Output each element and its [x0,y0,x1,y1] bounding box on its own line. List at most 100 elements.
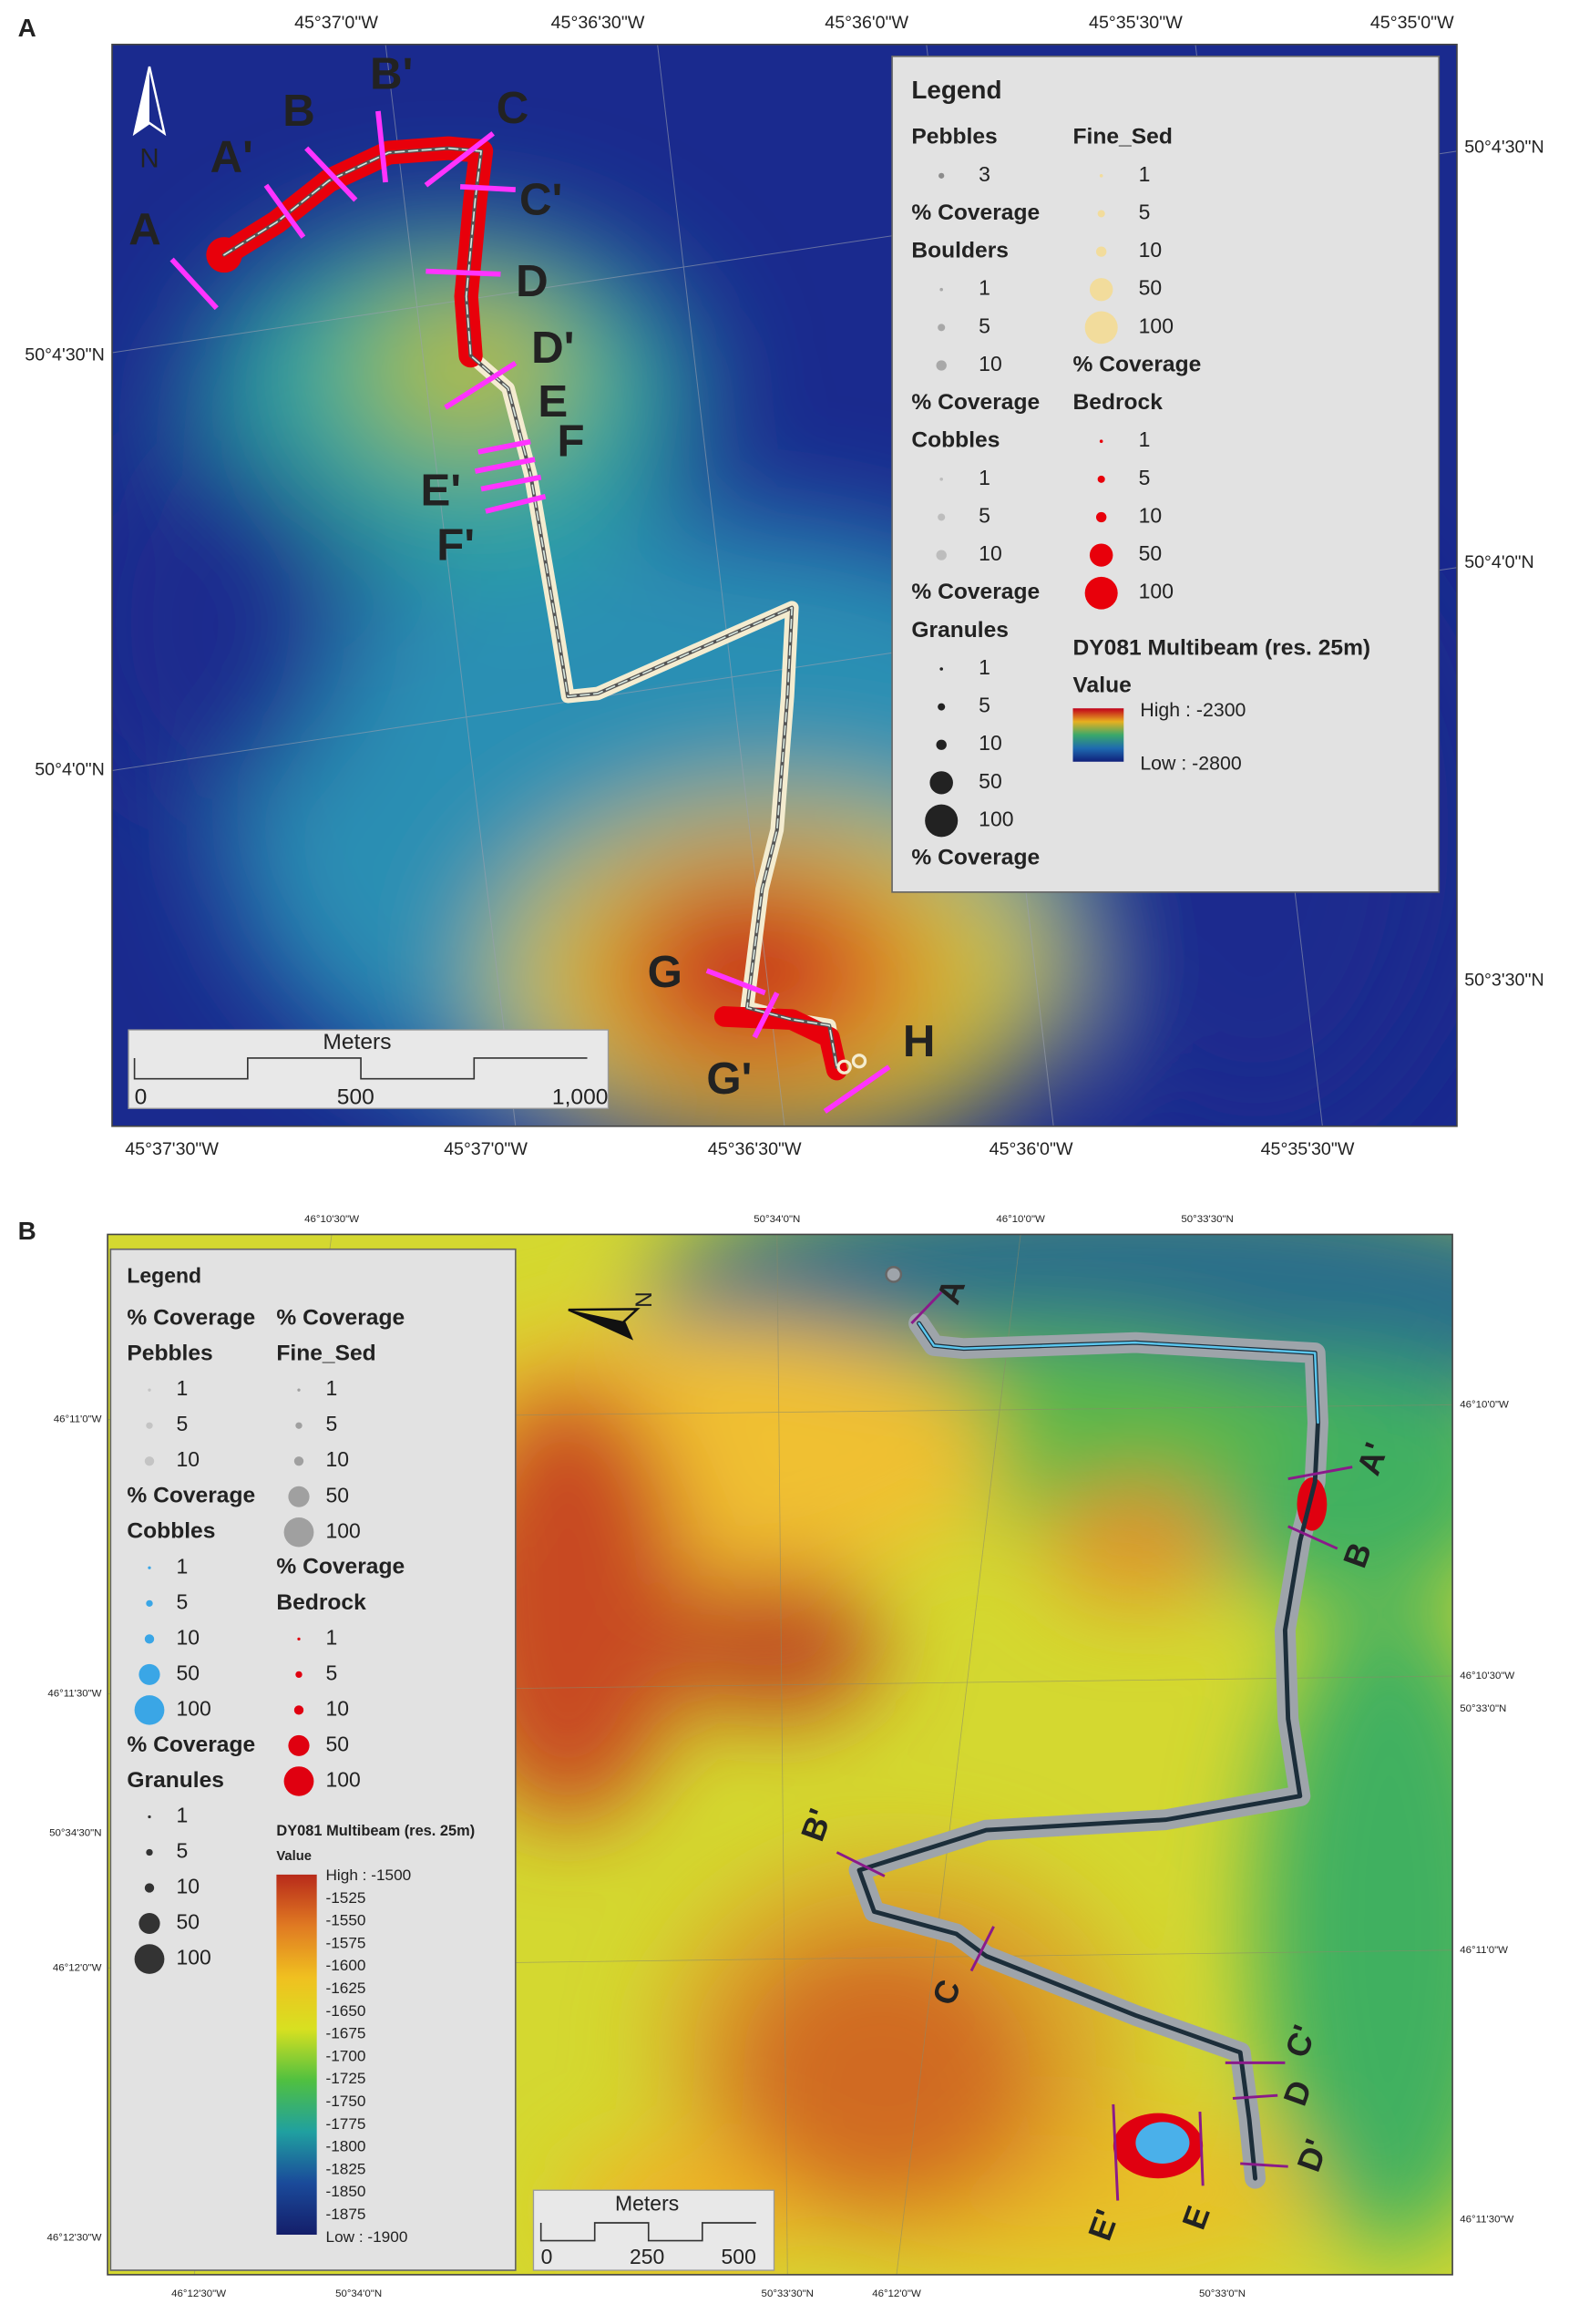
transect-line [1112,2103,1120,2201]
coordinate-label: 50°33'0"N [1460,1703,1506,1714]
transect-label: E [538,377,568,427]
transect-line [823,1064,891,1114]
scale-bar-label: 1,000 [552,1085,609,1109]
legend-symbol [295,1671,303,1679]
coordinate-label: 46°10'30"W [1460,1671,1514,1681]
sample-point [851,1054,867,1069]
legend-item-label: 5 [979,694,990,717]
scale-bar [133,1057,588,1080]
legend-symbol [1084,311,1118,344]
legend-symbol [148,1566,151,1569]
legend-group-title: Cobbles [911,428,1000,453]
transect-line [1287,1465,1353,1481]
scale-bar-label: 250 [630,2245,664,2268]
legend-item-label: 50 [326,1483,350,1506]
legend-item-label: 5 [979,504,990,528]
colorbar-subtitle: Value [276,1849,312,1864]
legend-symbol [148,1388,151,1392]
legend-symbol [938,513,946,521]
transect-line [705,968,766,996]
transect-label: F' [436,521,475,571]
legend-symbol [936,550,947,560]
legend-symbol [1099,174,1103,178]
legend-item-label: 100 [177,1696,211,1720]
colorbar-label: Low : -2800 [1140,754,1241,775]
legend-footer: % Coverage [911,580,1040,604]
legend-symbol [1089,543,1113,567]
transect-line [263,183,306,239]
colorbar-label: High : -1500 [326,1866,412,1884]
legend-header: % Coverage [276,1306,405,1331]
legend-symbol [929,771,953,795]
legend-item-label: 10 [1139,238,1163,262]
legend-item-label: 100 [979,807,1013,831]
coordinate-label: 46°12'0"W [53,1962,102,1973]
legend-item-label: 3 [979,162,990,186]
legend-symbol [936,360,947,371]
legend-item-label: 10 [326,1447,350,1471]
colorbar-label: -1550 [326,1911,366,1929]
coordinate-label: 50°3'30"N [1464,971,1543,991]
coordinate-label: 50°33'30"N [1181,1214,1233,1225]
transect-line [969,1926,995,1972]
legend-symbol [134,1944,165,1974]
legend-group-title: Fine_Sed [276,1342,375,1366]
coordinate-label: 46°11'0"W [1460,1945,1508,1956]
legend-item-label: 50 [1139,276,1163,300]
sample-point [836,1059,852,1075]
panel-label: A [18,14,36,42]
coordinate-label: 45°36'30"W [708,1139,802,1159]
legend-symbol [293,1705,304,1715]
colorbar-label: -1700 [326,2046,366,2064]
legend-symbol [1095,511,1107,523]
scale-bar-box [128,1029,610,1109]
legend-item-label: 100 [177,1946,211,1969]
coordinate-label: 45°37'30"W [125,1139,219,1159]
coordinate-label: 50°34'0"N [335,2288,382,2299]
coordinate-label: 45°35'30"W [1089,13,1183,33]
legend-item-label: 10 [177,1625,200,1649]
transect-line [480,474,542,492]
coordinate-label: 45°37'0"W [294,13,378,33]
legend-symbol [148,1815,151,1819]
legend-symbol [283,1766,314,1796]
transect-label: C [497,84,529,133]
legend-item-label: 100 [1139,580,1174,603]
transect-line [424,131,495,188]
north-arrow [132,66,167,137]
map-frame-a [111,43,1458,1127]
scale-bar-title: Meters [323,1030,391,1054]
colorbar-label: Low : -1900 [326,2227,408,2246]
transect-line [444,360,518,410]
legend-item-label: 1 [979,655,990,679]
coordinate-label: 45°37'0"W [444,1139,528,1159]
legend-item-label: 1 [177,1376,189,1400]
legend-symbol [938,172,945,179]
transect-label: B [282,87,315,136]
transect-label: A [128,205,161,254]
legend-item-label: 1 [1139,427,1151,451]
legend-symbol [938,324,946,332]
legend-group-title: Fine_Sed [1073,125,1173,149]
legend-symbol [936,739,947,750]
transect-label: E' [421,467,462,516]
transect-label: C' [519,176,562,225]
legend-symbol [144,1456,155,1466]
legend-item-label: 100 [326,1518,361,1542]
legend-symbol [288,1734,310,1756]
transect-line [752,992,780,1039]
legend-item-label: 10 [1139,504,1163,528]
transect-line [375,110,388,183]
transect-label: A' [210,133,253,182]
coordinate-label: 45°35'30"W [1261,1139,1355,1159]
legend-symbol [295,1422,303,1429]
scale-bar-box [532,2189,775,2271]
legend-symbol [1084,576,1118,610]
legend-item-label: 5 [177,1412,189,1435]
legend-group-title: Bedrock [1073,390,1164,415]
transect-label: B' [370,50,413,99]
transect-label: H [903,1017,936,1066]
coordinate-label: 50°33'30"N [762,2288,814,2299]
